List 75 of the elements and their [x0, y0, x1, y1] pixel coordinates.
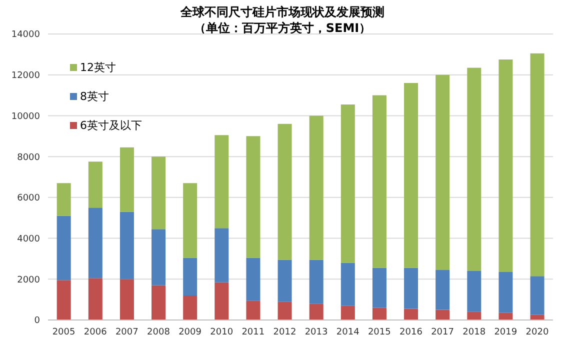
bar: [372, 95, 386, 268]
bar: [183, 258, 198, 296]
bar: [152, 156, 166, 230]
legend-label: 6英寸及以下: [80, 118, 142, 133]
x-tick-label: 2020: [526, 327, 549, 338]
bar: [436, 310, 450, 320]
bar: [214, 228, 229, 282]
x-tick-label: 2009: [178, 327, 202, 338]
y-tick-label: 8000: [17, 152, 40, 163]
bar: [467, 68, 482, 271]
bar: [214, 135, 229, 228]
bar: [88, 162, 102, 208]
bar: [152, 229, 166, 286]
x-tick-label: 2005: [52, 327, 76, 338]
bar: [56, 183, 71, 216]
bar: [436, 270, 450, 310]
bar: [404, 83, 418, 268]
x-tick-label: 2006: [84, 327, 108, 338]
bar: [214, 282, 229, 320]
bar: [278, 124, 292, 260]
bar: [56, 280, 71, 320]
x-tick-label: 2016: [400, 327, 423, 338]
y-tick-label: 0: [34, 316, 40, 326]
legend-label: 12英寸: [80, 60, 116, 75]
bar: [88, 208, 102, 278]
y-tick-label: 2000: [17, 275, 40, 286]
bar: [309, 304, 324, 320]
x-tick-label: 2017: [431, 327, 454, 338]
bar: [246, 136, 260, 258]
bar: [530, 53, 544, 276]
bar: [278, 260, 292, 302]
bar: [246, 258, 260, 301]
bar: [152, 285, 166, 320]
bar: [498, 60, 513, 272]
bar: [467, 312, 482, 320]
y-tick-label: 4000: [17, 234, 40, 244]
x-tick-label: 2011: [242, 327, 265, 338]
chart-title: 全球不同尺寸硅片市场现状及发展预测: [180, 4, 386, 20]
bar: [56, 216, 71, 280]
x-tick-label: 2014: [336, 327, 360, 338]
y-tick-label: 12000: [11, 71, 40, 82]
bar: [498, 272, 513, 313]
bar: [309, 260, 324, 304]
bar: [183, 183, 198, 258]
bar: [183, 295, 198, 320]
bar: [246, 300, 260, 320]
bar: [88, 278, 102, 320]
bar: [340, 104, 355, 263]
bar: [404, 268, 418, 309]
bar: [436, 74, 450, 270]
bar: [120, 279, 134, 320]
bar: [340, 306, 355, 320]
x-tick-label: 2008: [147, 327, 170, 338]
bar: [530, 276, 544, 315]
x-tick-label: 2015: [368, 327, 391, 338]
bar: [498, 312, 513, 320]
bar: [120, 147, 134, 212]
x-tick-label: 2012: [273, 327, 296, 338]
x-tick-label: 2007: [115, 327, 138, 338]
legend-label: 8英寸: [80, 89, 109, 104]
bar: [340, 262, 355, 306]
bar: [404, 308, 418, 320]
bar: [309, 116, 324, 260]
bar: [120, 212, 134, 280]
bar: [467, 270, 482, 312]
y-tick-label: 10000: [11, 112, 40, 122]
x-tick-label: 2013: [304, 327, 328, 338]
y-tick-label: 6000: [17, 194, 40, 204]
x-tick-label: 2010: [210, 327, 234, 338]
bar: [372, 308, 386, 320]
x-tick-label: 2018: [462, 327, 486, 338]
y-tick-label: 14000: [11, 30, 40, 40]
x-tick-label: 2019: [494, 327, 518, 338]
bar: [278, 302, 292, 320]
bar: [372, 268, 386, 308]
